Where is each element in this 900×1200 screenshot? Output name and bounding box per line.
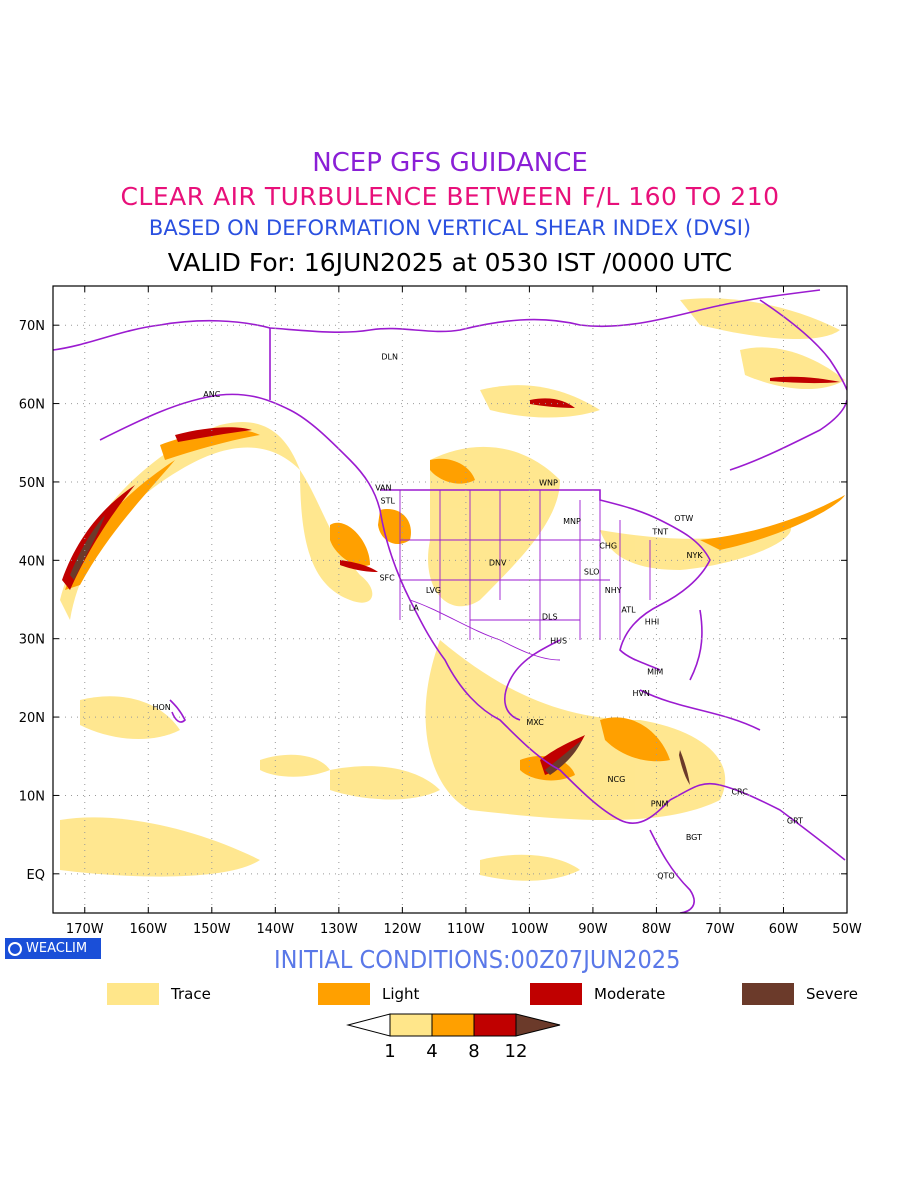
lat-label: 40N	[19, 554, 45, 569]
lat-label: 20N	[19, 711, 45, 726]
city-label: HVN	[632, 689, 649, 698]
city-label: NCG	[608, 775, 626, 784]
latitude-labels: 70N 60N 50N 40N 30N 20N 10N EQ	[19, 319, 45, 883]
city-label: QTO	[657, 871, 674, 880]
city-label: STL	[381, 497, 396, 506]
city-label: GRT	[787, 817, 803, 826]
lon-label: 70W	[705, 922, 735, 937]
legend-item: Light	[318, 983, 419, 1005]
graticule	[53, 286, 847, 913]
colorbar: 1 4 8 12	[346, 1013, 561, 1062]
map-field	[53, 289, 847, 913]
title-valid-time: VALID For: 16JUN2025 at 0530 IST /0000 U…	[167, 248, 733, 277]
legend-label: Moderate	[594, 985, 666, 1003]
lon-label: 60W	[769, 922, 799, 937]
city-label: ATL	[621, 606, 636, 615]
city-label: HON	[152, 703, 170, 712]
legend-swatch	[318, 983, 370, 1005]
lon-label: 100W	[511, 922, 549, 937]
title-product: NCEP GFS GUIDANCE	[312, 148, 588, 178]
lat-label: 30N	[19, 633, 45, 648]
city-label: BGT	[686, 833, 702, 842]
lat-label: 70N	[19, 319, 45, 334]
turbulence-trace-areas	[60, 298, 845, 881]
colorbar-segment	[473, 1013, 517, 1037]
title-parameter: CLEAR AIR TURBULENCE BETWEEN F/L 160 TO …	[120, 182, 780, 211]
city-label: PNM	[651, 799, 669, 808]
legend-item: Severe	[742, 983, 858, 1005]
lon-label: 150W	[193, 922, 231, 937]
legend-swatch	[107, 983, 159, 1005]
city-label: DNV	[489, 559, 507, 568]
city-label: VAN	[375, 483, 391, 492]
legend-swatch	[530, 983, 582, 1005]
lon-label: 160W	[129, 922, 167, 937]
colorbar-segment	[431, 1013, 475, 1037]
colorbar-tick-label: 12	[505, 1041, 528, 1062]
colorbar-tick-label: 8	[468, 1041, 479, 1062]
lon-label: 110W	[447, 922, 485, 937]
logo-ring-icon	[8, 941, 22, 956]
city-label: MIM	[647, 668, 663, 677]
lon-label: 120W	[384, 922, 422, 937]
lon-label: 130W	[320, 922, 358, 937]
coastlines-borders	[53, 289, 847, 913]
logo-text: WEACLIM	[26, 941, 88, 956]
city-labels: ANC DLN VAN STL WNP OTW TNT MNP CHG NYK DNV SFC SLO L…	[152, 353, 803, 881]
city-label: HHI	[645, 617, 659, 626]
legend-swatch	[742, 983, 794, 1005]
city-label: HUS	[550, 636, 567, 645]
map-frame	[52, 285, 848, 914]
lat-label: 50N	[19, 476, 45, 491]
city-label: CRC	[731, 788, 748, 797]
city-label: CHG	[599, 541, 617, 550]
city-label: DLN	[381, 353, 398, 362]
lat-label: 60N	[19, 398, 45, 413]
title-method: BASED ON DEFORMATION VERTICAL SHEAR INDE…	[148, 216, 752, 240]
city-label: WNP	[539, 479, 558, 488]
legend-label: Severe	[806, 985, 858, 1003]
lon-label: 90W	[578, 922, 608, 937]
colorbar-segment	[389, 1013, 433, 1037]
city-label: MXC	[526, 718, 544, 727]
axis-ticks	[53, 286, 848, 913]
legend-item: Trace	[107, 983, 211, 1005]
colorbar-high-arrow	[515, 1013, 561, 1037]
colorbar-low-arrow	[346, 1013, 391, 1037]
lon-label: 80W	[642, 922, 672, 937]
city-label: OTW	[674, 514, 693, 523]
city-label: LA	[409, 603, 420, 612]
colorbar-tick-label: 4	[426, 1041, 437, 1062]
city-label: SLO	[584, 567, 600, 576]
legend-label: Light	[382, 985, 420, 1003]
city-label: NYK	[686, 551, 703, 560]
legend-label: Trace	[171, 985, 211, 1003]
legend-item: Moderate	[530, 983, 665, 1005]
initial-conditions-label: INITIAL CONDITIONS:00Z07JUN2025	[274, 945, 681, 974]
lon-label: 140W	[256, 922, 294, 937]
city-label: DLS	[542, 613, 558, 622]
lon-label: 50W	[832, 922, 862, 937]
weaclim-logo: WEACLIM	[5, 938, 101, 959]
lon-label: 170W	[66, 922, 104, 937]
longitude-labels: 170W 160W 150W 140W 130W 120W 110W 100W 90W 80W 70…	[66, 922, 862, 937]
city-label: ANC	[203, 390, 220, 399]
city-label: MNP	[563, 517, 581, 526]
lat-label: EQ	[27, 868, 45, 883]
state-borders	[399, 490, 651, 661]
city-label: TNT	[651, 527, 668, 536]
colorbar-tick-label: 1	[384, 1041, 395, 1062]
city-label: SFC	[379, 574, 395, 583]
city-label: NHY	[605, 586, 622, 595]
lat-label: 10N	[19, 789, 45, 804]
city-label: LVG	[426, 586, 441, 595]
